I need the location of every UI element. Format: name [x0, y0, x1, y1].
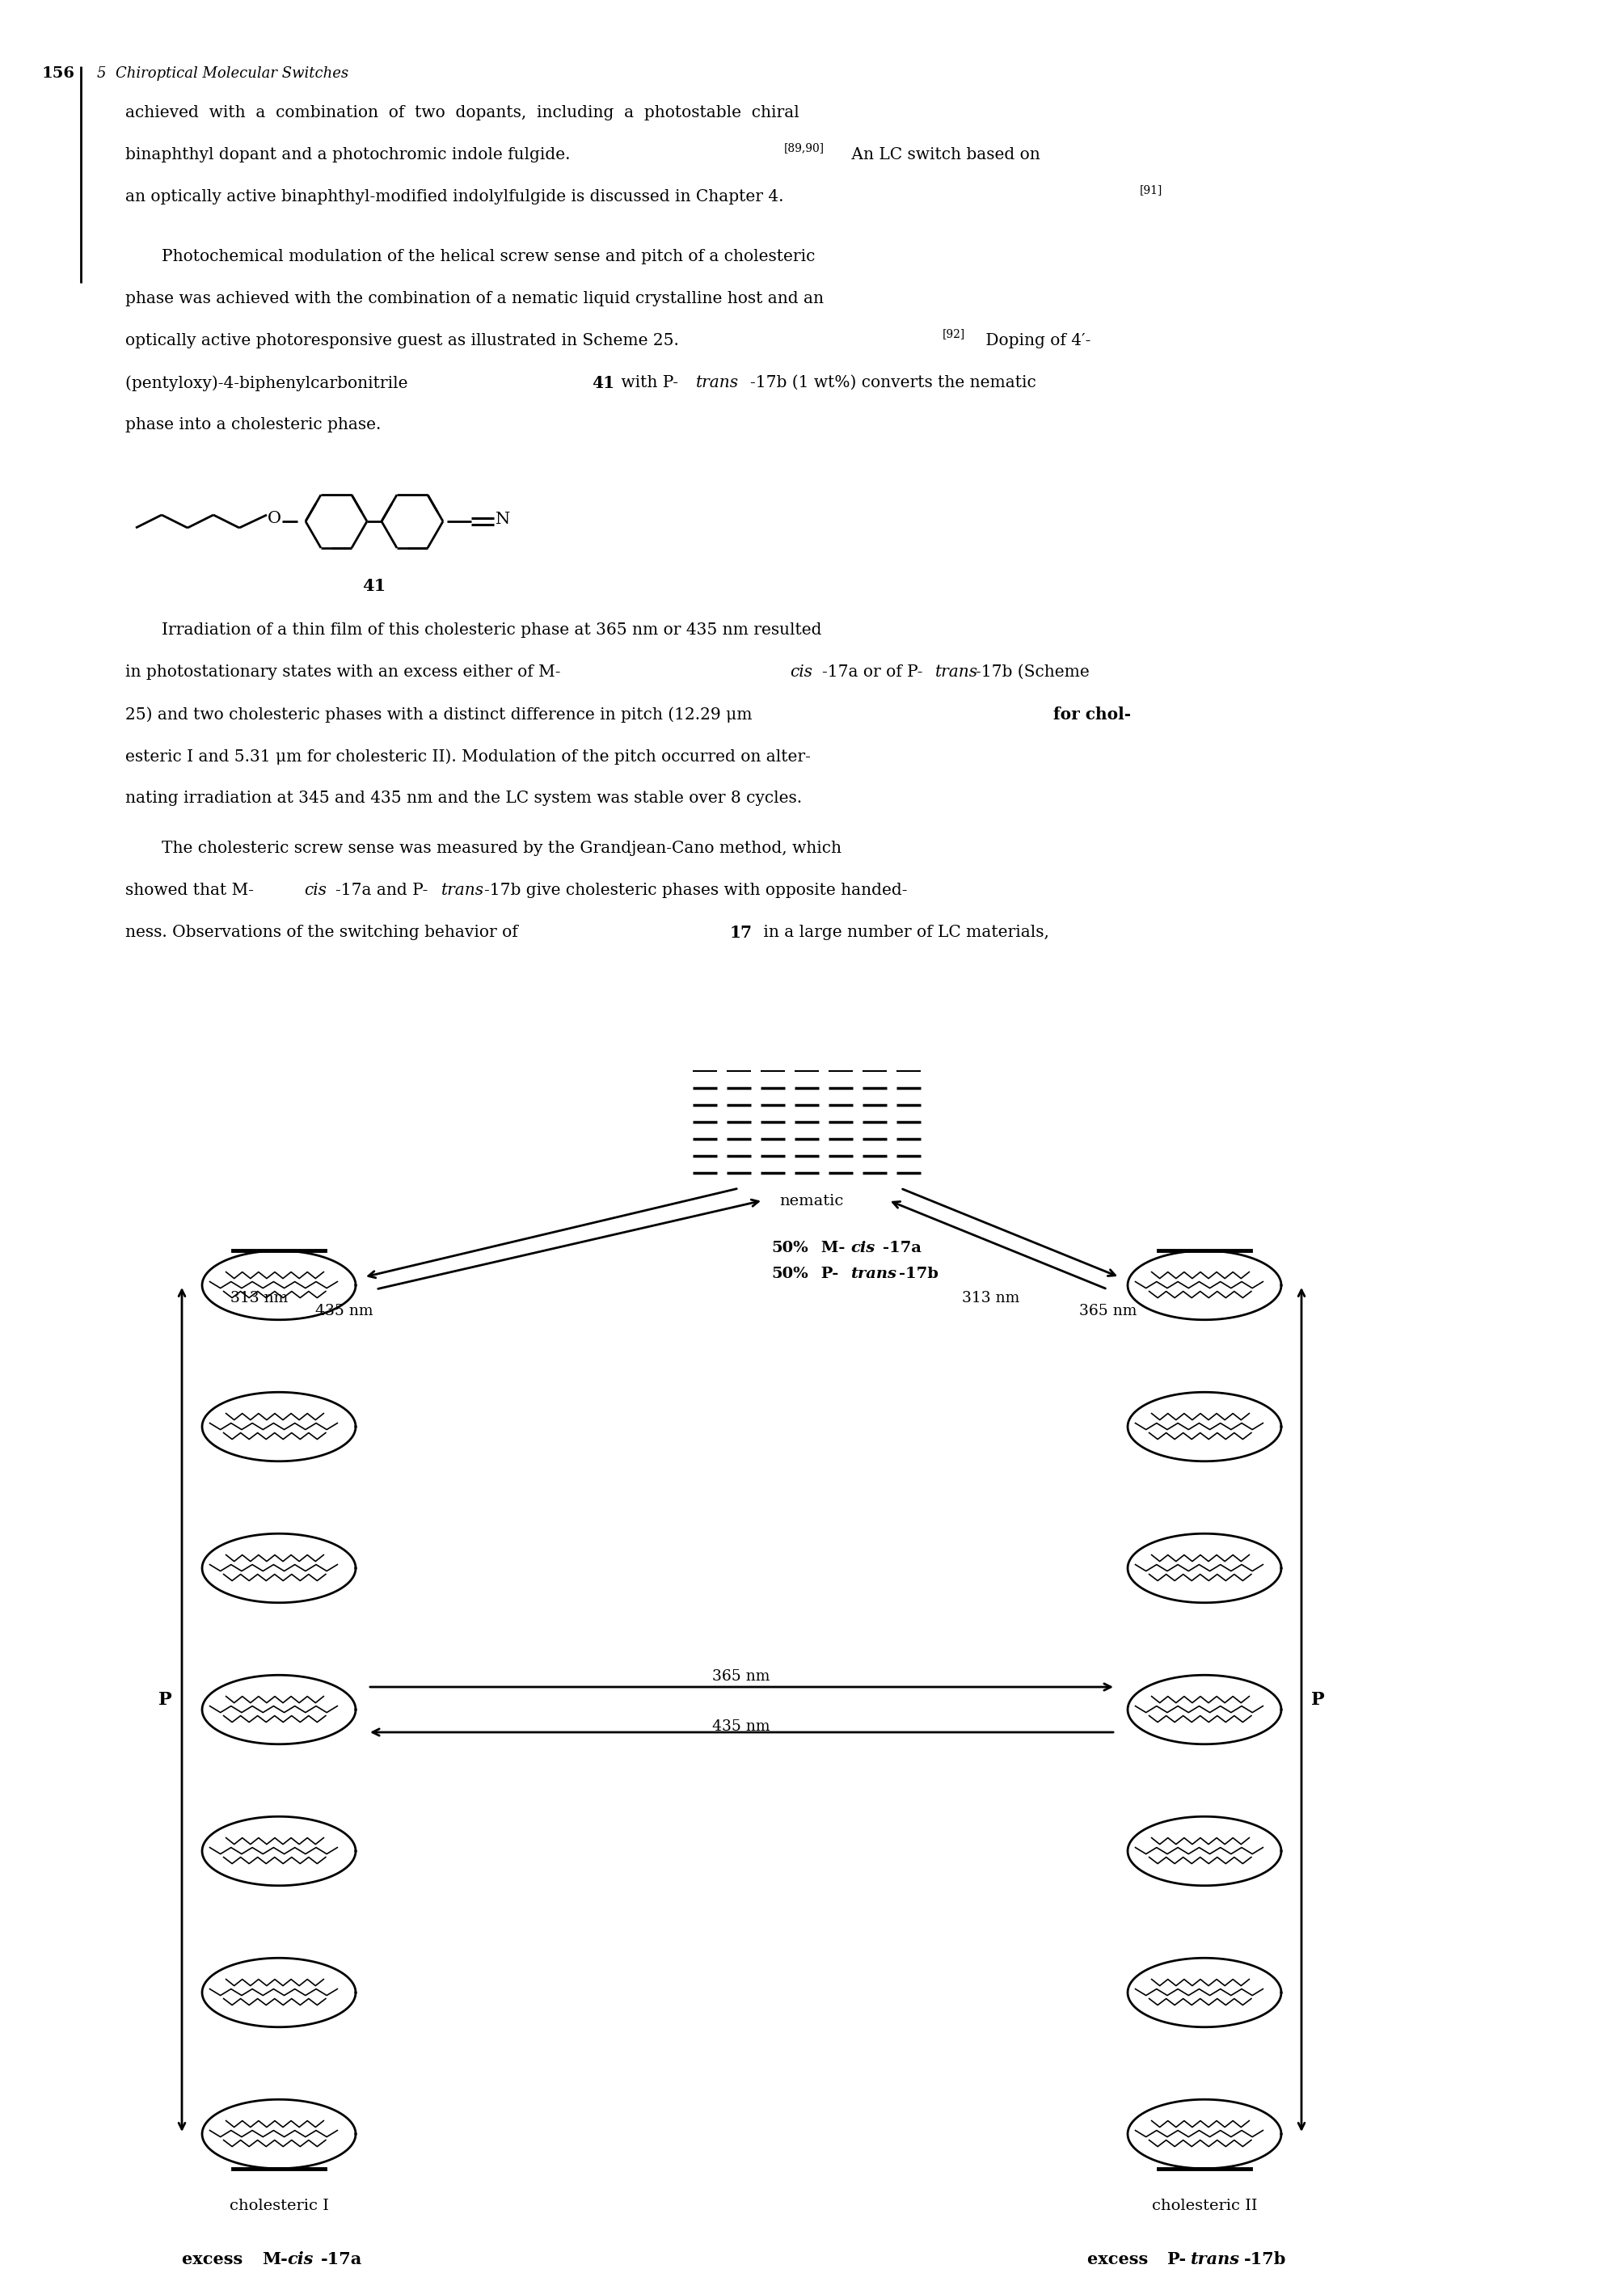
Text: -17b: -17b [900, 1266, 939, 1280]
Text: [89,90]: [89,90] [784, 142, 825, 153]
Text: 435 nm: 435 nm [315, 1303, 374, 1319]
Text: 25) and two cholesteric phases with a distinct difference in pitch (12.29 μm: 25) and two cholesteric phases with a di… [125, 708, 757, 721]
Text: trans: trans [851, 1266, 896, 1280]
Text: -17b give cholesteric phases with opposite handed-: -17b give cholesteric phases with opposi… [484, 882, 908, 898]
Text: in photostationary states with an excess either of M-: in photostationary states with an excess… [125, 664, 560, 680]
Text: The cholesteric screw sense was measured by the Grandjean-Cano method, which: The cholesteric screw sense was measured… [162, 840, 841, 856]
Text: cis: cis [789, 664, 812, 680]
Text: 17: 17 [729, 925, 752, 941]
Text: 313 nm: 313 nm [961, 1292, 1020, 1305]
Text: P-: P- [1168, 2251, 1186, 2267]
Text: Irradiation of a thin film of this cholesteric phase at 365 nm or 435 nm resulte: Irradiation of a thin film of this chole… [162, 623, 822, 639]
Text: cis: cis [851, 1241, 875, 1255]
Text: O: O [268, 511, 281, 527]
Text: trans: trans [697, 376, 739, 389]
Text: phase was achieved with the combination of a nematic liquid crystalline host and: phase was achieved with the combination … [125, 291, 823, 307]
Text: binaphthyl dopant and a photochromic indole fulgide.: binaphthyl dopant and a photochromic ind… [125, 147, 570, 163]
Text: trans: trans [442, 882, 484, 898]
Text: achieved  with  a  combination  of  two  dopants,  including  a  photostable  ch: achieved with a combination of two dopan… [125, 105, 799, 121]
Text: M-: M- [261, 2251, 287, 2267]
Text: -17a and P-: -17a and P- [336, 882, 429, 898]
Text: nating irradiation at 345 and 435 nm and the LC system was stable over 8 cycles.: nating irradiation at 345 and 435 nm and… [125, 790, 802, 806]
Text: -17a: -17a [322, 2251, 362, 2267]
Text: phase into a cholesteric phase.: phase into a cholesteric phase. [125, 417, 382, 433]
Text: -17a or of P-: -17a or of P- [822, 664, 922, 680]
Text: [91]: [91] [1140, 183, 1163, 195]
Text: M-: M- [815, 1241, 844, 1255]
Text: P: P [159, 1690, 172, 1708]
Text: Photochemical modulation of the helical screw sense and pitch of a cholesteric: Photochemical modulation of the helical … [162, 250, 815, 263]
Text: with P-: with P- [615, 376, 679, 389]
Text: An LC switch based on: An LC switch based on [846, 147, 1039, 163]
Text: -17a: -17a [883, 1241, 921, 1255]
Text: ness. Observations of the switching behavior of: ness. Observations of the switching beha… [125, 925, 523, 941]
Text: trans: trans [1190, 2251, 1241, 2267]
Text: -17b: -17b [1244, 2251, 1286, 2267]
Text: nematic: nematic [780, 1193, 844, 1209]
Text: excess: excess [182, 2251, 248, 2267]
Text: 156: 156 [42, 66, 75, 80]
Text: 5  Chiroptical Molecular Switches: 5 Chiroptical Molecular Switches [97, 66, 349, 80]
Text: cholesteric II: cholesteric II [1151, 2198, 1257, 2212]
Text: [92]: [92] [942, 327, 965, 339]
Text: showed that M-: showed that M- [125, 882, 253, 898]
Text: N: N [495, 511, 510, 527]
Text: P: P [1311, 1690, 1325, 1708]
Text: P-: P- [815, 1266, 838, 1280]
Text: excess: excess [1086, 2251, 1155, 2267]
Text: 41: 41 [362, 577, 387, 593]
Text: 365 nm: 365 nm [1080, 1303, 1137, 1319]
Text: an optically active binaphthyl-modified indolylfulgide is discussed in Chapter 4: an optically active binaphthyl-modified … [125, 190, 784, 204]
Text: 365 nm: 365 nm [713, 1669, 770, 1683]
Text: cholesteric I: cholesteric I [229, 2198, 328, 2212]
Text: trans: trans [935, 664, 978, 680]
Text: -17b (1 wt%) converts the nematic: -17b (1 wt%) converts the nematic [750, 376, 1036, 389]
Text: 50%: 50% [771, 1266, 809, 1280]
Text: 435 nm: 435 nm [713, 1720, 770, 1734]
Text: -17b (Scheme: -17b (Scheme [976, 664, 1090, 680]
Text: esteric I and 5.31 μm for cholesteric II). Modulation of the pitch occurred on a: esteric I and 5.31 μm for cholesteric II… [125, 749, 810, 765]
Text: for chol-: for chol- [1054, 708, 1130, 724]
Text: in a large number of LC materials,: in a large number of LC materials, [758, 925, 1049, 941]
Text: Doping of 4′-: Doping of 4′- [981, 332, 1091, 348]
Text: 313 nm: 313 nm [231, 1292, 287, 1305]
Text: (pentyloxy)-4-biphenylcarbonitrile: (pentyloxy)-4-biphenylcarbonitrile [125, 376, 412, 392]
Text: 41: 41 [591, 376, 614, 392]
Text: optically active photoresponsive guest as illustrated in Scheme 25.: optically active photoresponsive guest a… [125, 332, 679, 348]
Text: cis: cis [304, 882, 326, 898]
Text: 50%: 50% [771, 1241, 809, 1255]
Text: cis: cis [287, 2251, 313, 2267]
